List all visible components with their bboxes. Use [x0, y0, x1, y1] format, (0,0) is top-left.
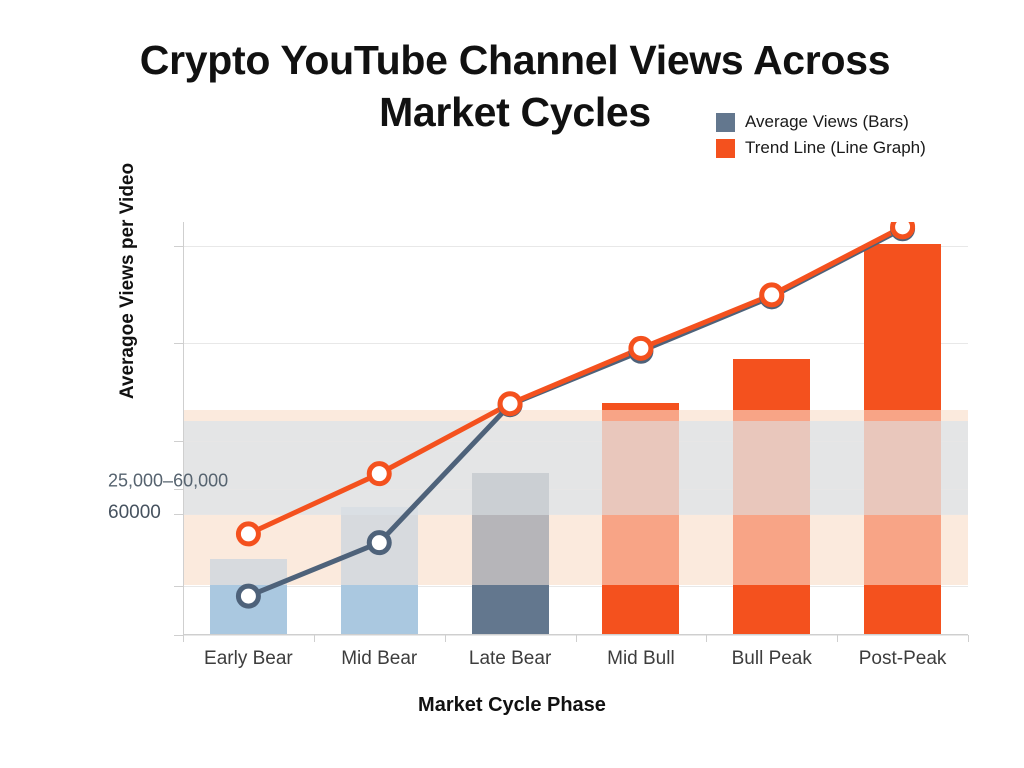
data-point-marker[interactable]: [890, 222, 916, 242]
x-axis-line: [183, 634, 968, 635]
plot-area: [183, 222, 969, 642]
y-axis-title: Averagoe Views per Video: [117, 162, 138, 400]
y-axis-tick: [174, 635, 183, 636]
shaded-band-overlay-slate-band: [183, 421, 968, 516]
chart-legend: Average Views (Bars) Trend Line (Line Gra…: [716, 112, 976, 164]
x-axis-tick: [706, 635, 708, 642]
x-axis-tick: [313, 635, 315, 642]
x-axis-tick: [575, 635, 577, 642]
legend-swatch-icon: [716, 112, 735, 132]
gridline: [183, 246, 968, 248]
x-axis-tick: [968, 635, 969, 642]
band-value-annotation: 60000: [108, 501, 161, 523]
x-axis-tick-label: Bull Peak: [731, 648, 812, 669]
y-axis-tick: [174, 513, 183, 515]
x-axis-tick-label: Post-Peak: [858, 648, 947, 669]
legend-item-2[interactable]: Trend Line (Line Graph): [716, 138, 976, 158]
legend-label: Trend Line (Line Graph): [745, 138, 926, 157]
x-axis-tick: [837, 635, 839, 642]
chart-title: Crypto YouTube Channel Views Across Mark…: [139, 37, 891, 136]
gridline: [183, 343, 968, 345]
y-axis-tick: [174, 343, 183, 345]
x-axis-tick-label: Mid Bull: [607, 648, 675, 669]
x-axis-title: Market Cycle Phase: [418, 694, 606, 716]
y-axis-tick: [174, 489, 183, 491]
gridline: [183, 586, 968, 588]
x-axis-tick: [183, 635, 184, 642]
legend-swatch-icon: [716, 138, 735, 158]
y-axis-line: [183, 222, 184, 635]
y-axis-tick: [174, 586, 183, 588]
y-axis-tick: [174, 440, 183, 442]
data-point-marker[interactable]: [628, 335, 654, 361]
data-point-marker[interactable]: [759, 284, 785, 310]
y-axis-tick: [174, 246, 183, 248]
x-axis-tick-label: Mid Bear: [341, 648, 418, 669]
data-point-marker[interactable]: [890, 222, 916, 240]
legend-label: Average Views (Bars): [745, 112, 909, 131]
band-range-annotation: 25,000–60,000: [108, 470, 229, 491]
legend-item-1[interactable]: Average Views (Bars): [716, 112, 976, 132]
data-point-marker[interactable]: [759, 282, 785, 308]
x-axis-tick-label: Early Bear: [204, 648, 293, 669]
x-axis-tick: [444, 635, 446, 642]
y-axis-tick-labels: 4000030000200006000010000100000: [0, 0, 170, 768]
x-axis-tick-label: Late Bear: [468, 648, 552, 669]
